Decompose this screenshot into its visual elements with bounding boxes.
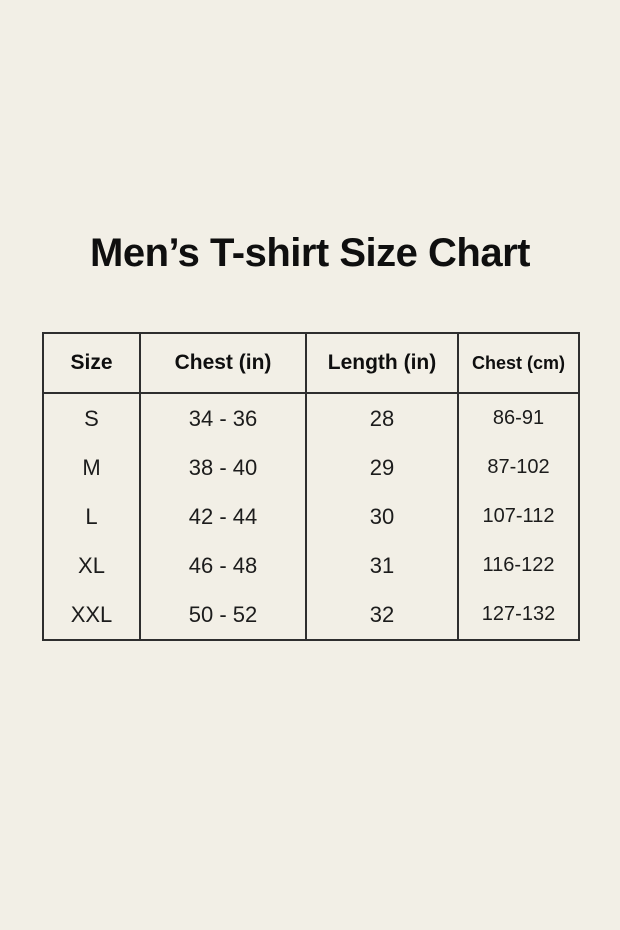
size-table-body: S 34 - 36 28 86-91 M 38 - 40 29 87-102 L 42 - 44 3… bbox=[42, 393, 580, 640]
table-cell: 29 bbox=[305, 443, 459, 492]
table-cell: 87-102 bbox=[457, 443, 580, 492]
table-cell: 34 - 36 bbox=[139, 393, 307, 443]
table-row: M 38 - 40 29 87-102 bbox=[42, 443, 580, 492]
table-header: Size Chest (in) Length (in) Chest (cm) bbox=[42, 333, 580, 394]
table-row: S 34 - 36 28 86-91 bbox=[42, 393, 580, 443]
table-cell: 127-132 bbox=[457, 590, 580, 640]
column-header-length-in: Length (in) bbox=[305, 333, 459, 394]
table-cell: S bbox=[42, 393, 141, 443]
table-row: XL 46 - 48 31 116-122 bbox=[42, 541, 580, 590]
column-header-size: Size bbox=[42, 333, 141, 394]
table-cell: L bbox=[42, 492, 141, 541]
column-header-chest-in: Chest (in) bbox=[139, 333, 307, 394]
table-cell: 32 bbox=[305, 590, 459, 640]
table-row: L 42 - 44 30 107-112 bbox=[42, 492, 580, 541]
table-cell: XXL bbox=[42, 590, 141, 640]
column-header-chest-cm: Chest (cm) bbox=[457, 333, 580, 394]
table-cell: 28 bbox=[305, 393, 459, 443]
table-cell: 86-91 bbox=[457, 393, 580, 443]
table-cell: 31 bbox=[305, 541, 459, 590]
table-cell: M bbox=[42, 443, 141, 492]
table-cell: XL bbox=[42, 541, 141, 590]
table-row: XXL 50 - 52 32 127-132 bbox=[42, 590, 580, 640]
table-cell: 107-112 bbox=[457, 492, 580, 541]
table-cell: 30 bbox=[305, 492, 459, 541]
table-cell: 46 - 48 bbox=[139, 541, 307, 590]
page-title: Men’s T-shirt Size Chart bbox=[90, 231, 530, 275]
header-row: Size Chest (in) Length (in) Chest (cm) bbox=[42, 333, 580, 394]
table-cell: 42 - 44 bbox=[139, 492, 307, 541]
table-cell: 116-122 bbox=[457, 541, 580, 590]
table-cell: 38 - 40 bbox=[139, 443, 307, 492]
table-cell: 50 - 52 bbox=[139, 590, 307, 640]
size-chart-table: Size Chest (in) Length (in) Chest (cm) S… bbox=[42, 332, 580, 641]
